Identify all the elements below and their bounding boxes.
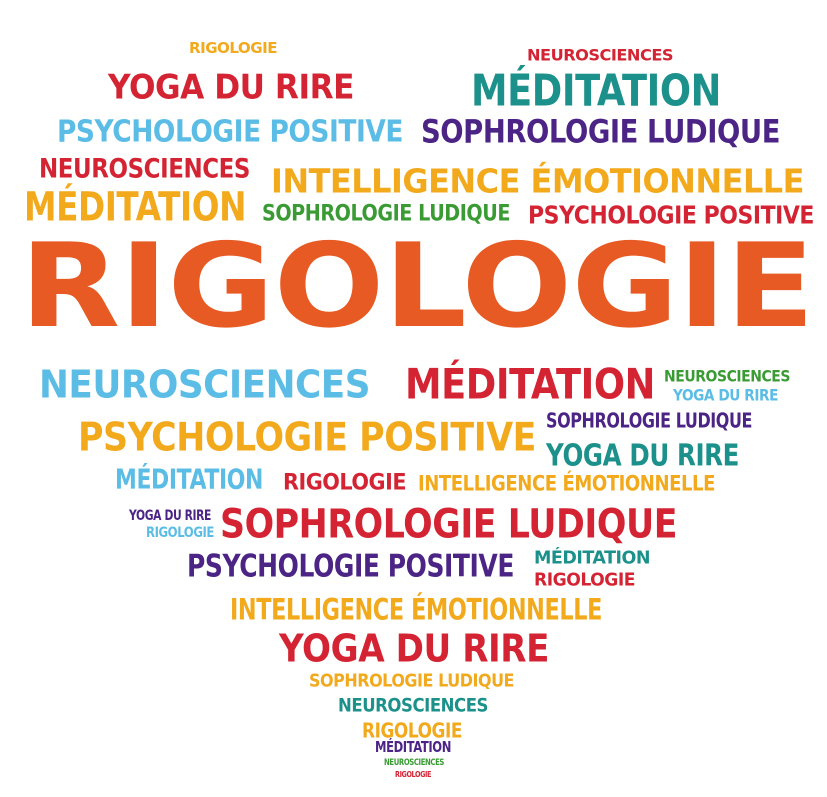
- word-meditation: MÉDITATION: [534, 547, 650, 569]
- word-rigologie: RIGOLOGIE: [534, 569, 635, 591]
- word-sophrologie-ludique: SOPHROLOGIE LUDIQUE: [262, 200, 510, 227]
- word-neurosciences: NEUROSCIENCES: [384, 757, 444, 769]
- word-meditation: MÉDITATION: [471, 65, 721, 117]
- word-psychologie-positive: PSYCHOLOGIE POSITIVE: [78, 415, 536, 461]
- word-yoga-du-rire: YOGA DU RIRE: [673, 384, 778, 405]
- word-psychologie-positive: PSYCHOLOGIE POSITIVE: [528, 199, 814, 230]
- word-neurosciences: NEUROSCIENCES: [527, 44, 674, 65]
- word-intelligence-emotionnelle: INTELLIGENCE ÉMOTIONNELLE: [230, 592, 602, 627]
- word-yoga-du-rire: YOGA DU RIRE: [546, 437, 739, 473]
- word-rigologie: RIGOLOGIE: [146, 524, 214, 542]
- word-neurosciences: NEUROSCIENCES: [664, 365, 790, 386]
- word-rigologie: RIGOLOGIE: [20, 217, 815, 354]
- word-rigologie: RIGOLOGIE: [189, 39, 278, 58]
- word-psychologie-positive: PSYCHOLOGIE POSITIVE: [187, 548, 514, 585]
- word-psychologie-positive: PSYCHOLOGIE POSITIVE: [57, 113, 403, 149]
- word-meditation: MÉDITATION: [24, 184, 246, 231]
- word-intelligence-emotionnelle: INTELLIGENCE ÉMOTIONNELLE: [418, 470, 715, 496]
- word-meditation: MÉDITATION: [115, 463, 263, 496]
- word-neurosciences: NEUROSCIENCES: [39, 152, 250, 185]
- word-yoga-du-rire: YOGA DU RIRE: [279, 625, 549, 671]
- word-sophrologie-ludique: SOPHROLOGIE LUDIQUE: [421, 113, 780, 151]
- word-rigologie: RIGOLOGIE: [362, 718, 462, 743]
- word-neurosciences: NEUROSCIENCES: [338, 694, 488, 717]
- word-meditation: MÉDITATION: [375, 738, 451, 757]
- word-rigologie: RIGOLOGIE: [283, 469, 406, 496]
- word-yoga-du-rire: YOGA DU RIRE: [129, 507, 211, 525]
- word-sophrologie-ludique: SOPHROLOGIE LUDIQUE: [220, 501, 677, 548]
- word-sophrologie-ludique: SOPHROLOGIE LUDIQUE: [309, 670, 514, 692]
- word-yoga-du-rire: YOGA DU RIRE: [108, 66, 354, 107]
- word-sophrologie-ludique: SOPHROLOGIE LUDIQUE: [546, 408, 752, 433]
- word-rigologie: RIGOLOGIE: [395, 769, 431, 780]
- word-neurosciences: NEUROSCIENCES: [39, 361, 370, 407]
- word-meditation: MÉDITATION: [405, 359, 655, 409]
- word-intelligence-emotionnelle: INTELLIGENCE ÉMOTIONNELLE: [271, 161, 804, 201]
